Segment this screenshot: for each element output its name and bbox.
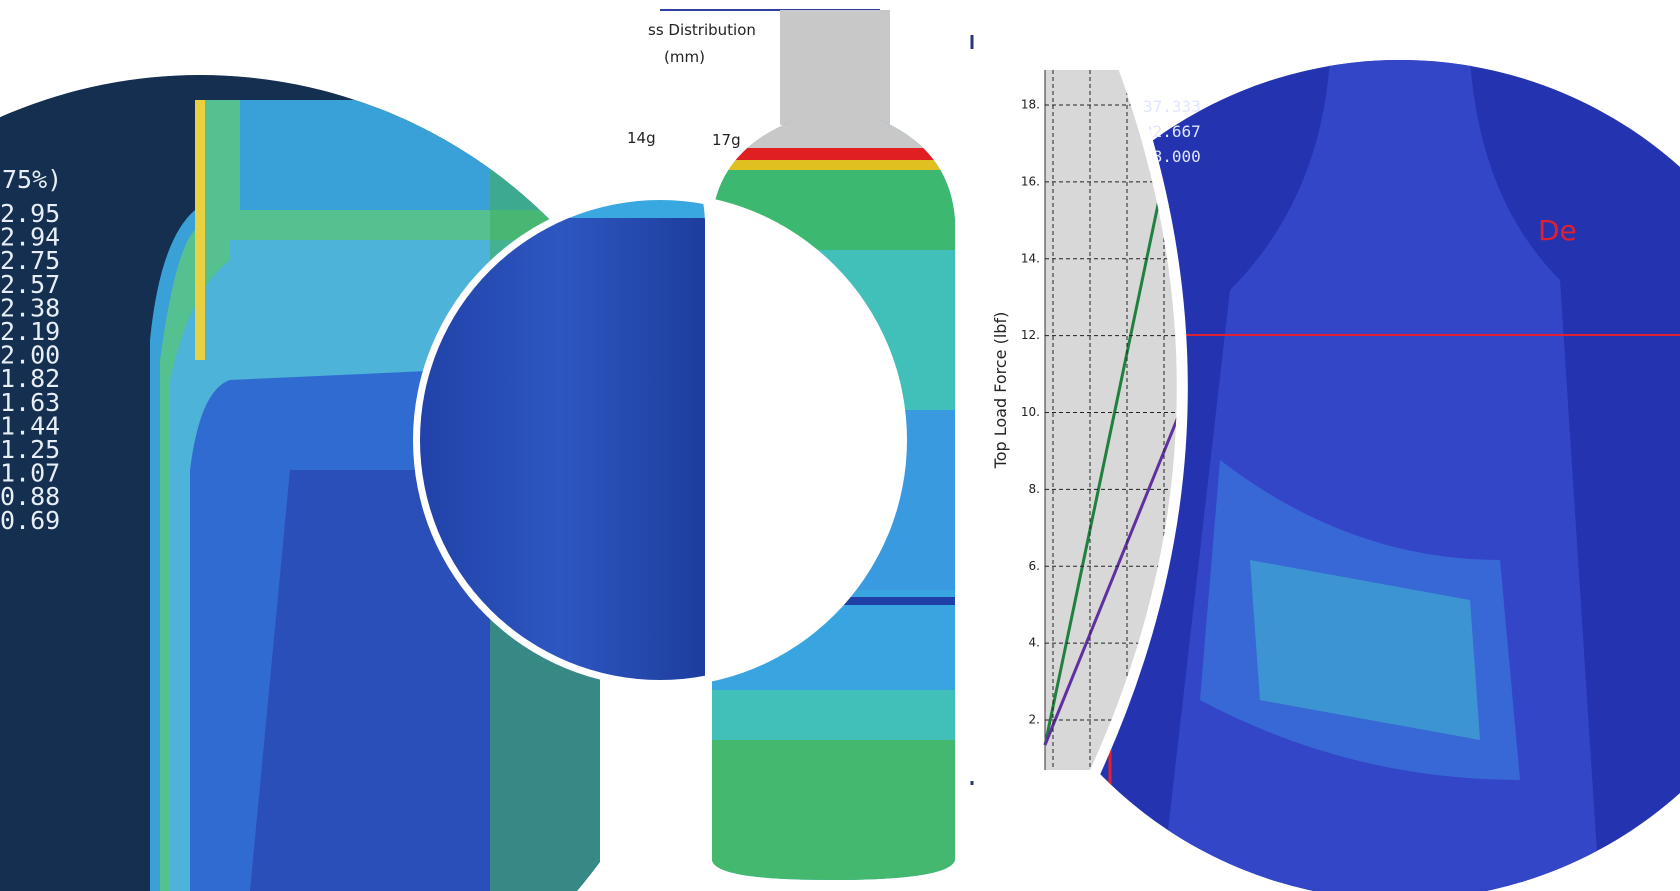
y-tick-label: 10.	[1021, 405, 1040, 419]
y-tick-label: 18.	[1021, 98, 1040, 112]
bottle-label: 14g	[627, 129, 656, 147]
title: ss Distribution	[648, 21, 756, 39]
legend-header: 75%)	[2, 165, 62, 194]
y-tick-label: 2.	[1029, 713, 1040, 727]
y-tick-label: 8.	[1029, 482, 1040, 496]
y-tick-label: 6.	[1029, 559, 1040, 573]
legend-value: 0.69	[0, 506, 60, 535]
axis-label: Top Load Force (lbf)	[991, 312, 1010, 470]
unit: (mm)	[664, 48, 705, 66]
legend: 2.952.942.752.572.382.192.001.821.631.44…	[0, 199, 60, 535]
label: De	[1538, 214, 1577, 247]
legend-value: 37.333	[1143, 97, 1201, 116]
y-tick-label: 14.	[1021, 251, 1040, 265]
y-tick-label: 12.	[1021, 328, 1040, 342]
bottle-label: 17g	[712, 131, 741, 149]
y-tick-label: 4.	[1029, 636, 1040, 650]
y-tick-label: 16.	[1021, 174, 1040, 188]
collage: 75%) 2.952.942.752.572.382.192.001.821.6…	[0, 0, 1680, 891]
